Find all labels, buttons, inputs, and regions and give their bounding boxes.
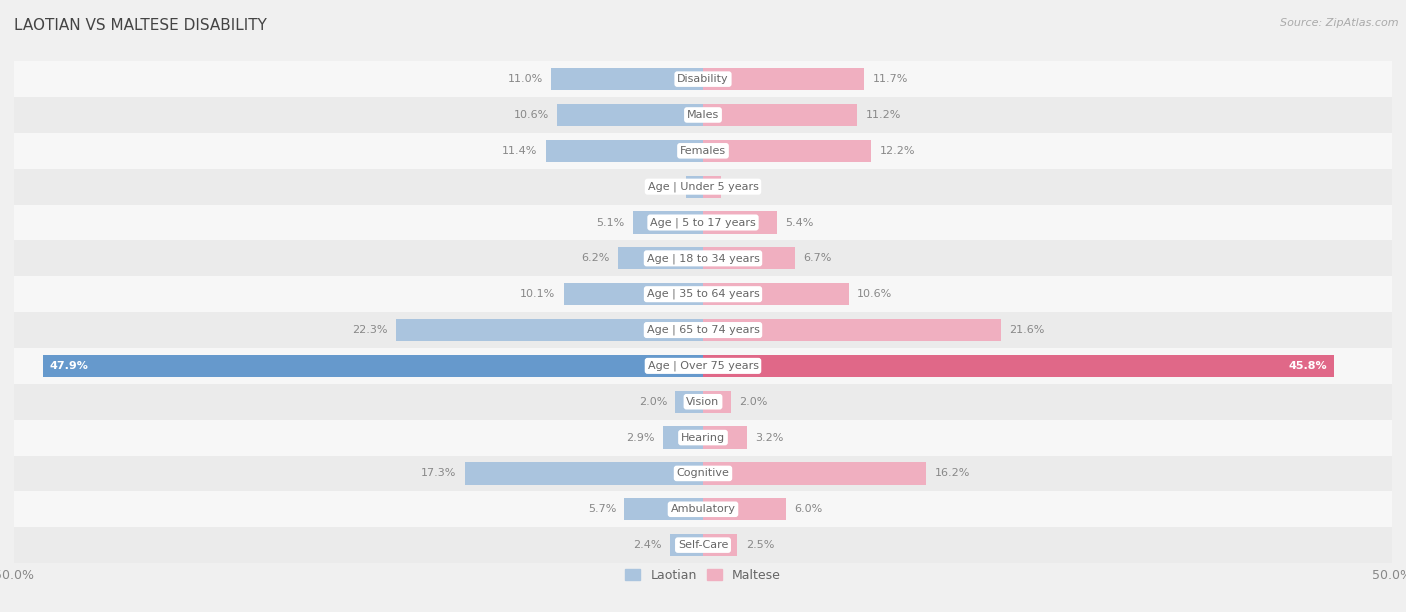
Bar <box>14 276 1392 312</box>
Text: 21.6%: 21.6% <box>1010 325 1045 335</box>
Bar <box>703 462 927 485</box>
Text: Self-Care: Self-Care <box>678 540 728 550</box>
Bar <box>675 390 703 413</box>
Text: Age | 18 to 34 years: Age | 18 to 34 years <box>647 253 759 264</box>
Bar <box>669 534 703 556</box>
Text: 16.2%: 16.2% <box>935 468 970 479</box>
Text: Vision: Vision <box>686 397 720 407</box>
Text: 2.0%: 2.0% <box>638 397 668 407</box>
Bar <box>14 241 1392 276</box>
Text: LAOTIAN VS MALTESE DISABILITY: LAOTIAN VS MALTESE DISABILITY <box>14 18 267 34</box>
Text: Females: Females <box>681 146 725 156</box>
Bar <box>14 420 1392 455</box>
Bar <box>703 427 747 449</box>
Bar <box>703 283 849 305</box>
Bar <box>703 534 738 556</box>
Bar <box>564 283 703 305</box>
Bar <box>14 97 1392 133</box>
Text: Disability: Disability <box>678 74 728 84</box>
Bar <box>664 427 703 449</box>
Bar <box>617 247 703 269</box>
Bar <box>551 68 703 90</box>
Bar <box>703 390 731 413</box>
Bar <box>14 61 1392 97</box>
Text: 17.3%: 17.3% <box>420 468 457 479</box>
Text: 1.3%: 1.3% <box>730 182 758 192</box>
Text: 45.8%: 45.8% <box>1288 361 1327 371</box>
Text: 10.1%: 10.1% <box>520 289 555 299</box>
Bar <box>14 348 1392 384</box>
Text: 1.2%: 1.2% <box>650 182 678 192</box>
Text: 10.6%: 10.6% <box>513 110 548 120</box>
Text: Ambulatory: Ambulatory <box>671 504 735 514</box>
Text: 2.0%: 2.0% <box>738 397 768 407</box>
Text: 11.2%: 11.2% <box>866 110 901 120</box>
Text: 5.4%: 5.4% <box>786 217 814 228</box>
Bar <box>703 319 1001 341</box>
Text: Source: ZipAtlas.com: Source: ZipAtlas.com <box>1281 18 1399 28</box>
Bar <box>703 355 1334 377</box>
Bar <box>703 140 872 162</box>
Text: 5.1%: 5.1% <box>596 217 624 228</box>
Bar <box>633 211 703 234</box>
Bar <box>395 319 703 341</box>
Bar <box>703 247 796 269</box>
Text: 6.7%: 6.7% <box>804 253 832 263</box>
Bar <box>14 312 1392 348</box>
Bar <box>703 68 865 90</box>
Text: 12.2%: 12.2% <box>879 146 915 156</box>
Text: 2.9%: 2.9% <box>626 433 655 442</box>
Bar <box>14 169 1392 204</box>
Text: 11.0%: 11.0% <box>508 74 543 84</box>
Bar <box>703 176 721 198</box>
Text: Cognitive: Cognitive <box>676 468 730 479</box>
Text: Age | Under 5 years: Age | Under 5 years <box>648 181 758 192</box>
Text: 47.9%: 47.9% <box>49 361 89 371</box>
Legend: Laotian, Maltese: Laotian, Maltese <box>620 564 786 587</box>
Bar <box>557 104 703 126</box>
Text: Age | 5 to 17 years: Age | 5 to 17 years <box>650 217 756 228</box>
Text: Males: Males <box>688 110 718 120</box>
Bar <box>703 498 786 520</box>
Text: Age | 35 to 64 years: Age | 35 to 64 years <box>647 289 759 299</box>
Bar <box>624 498 703 520</box>
Bar <box>546 140 703 162</box>
Bar <box>14 455 1392 491</box>
Bar <box>14 527 1392 563</box>
Text: 2.5%: 2.5% <box>745 540 775 550</box>
Text: 3.2%: 3.2% <box>755 433 783 442</box>
Bar <box>44 355 703 377</box>
Text: 10.6%: 10.6% <box>858 289 893 299</box>
Bar <box>686 176 703 198</box>
Text: 2.4%: 2.4% <box>633 540 662 550</box>
Text: 22.3%: 22.3% <box>352 325 388 335</box>
Text: 6.0%: 6.0% <box>794 504 823 514</box>
Text: 11.4%: 11.4% <box>502 146 537 156</box>
Bar <box>14 384 1392 420</box>
Text: Age | Over 75 years: Age | Over 75 years <box>648 360 758 371</box>
Bar <box>14 133 1392 169</box>
Text: 6.2%: 6.2% <box>581 253 609 263</box>
Text: Hearing: Hearing <box>681 433 725 442</box>
Bar <box>14 491 1392 527</box>
Bar <box>703 104 858 126</box>
Bar <box>464 462 703 485</box>
Text: 5.7%: 5.7% <box>588 504 616 514</box>
Text: 11.7%: 11.7% <box>873 74 908 84</box>
Bar <box>14 204 1392 241</box>
Bar <box>703 211 778 234</box>
Text: Age | 65 to 74 years: Age | 65 to 74 years <box>647 325 759 335</box>
